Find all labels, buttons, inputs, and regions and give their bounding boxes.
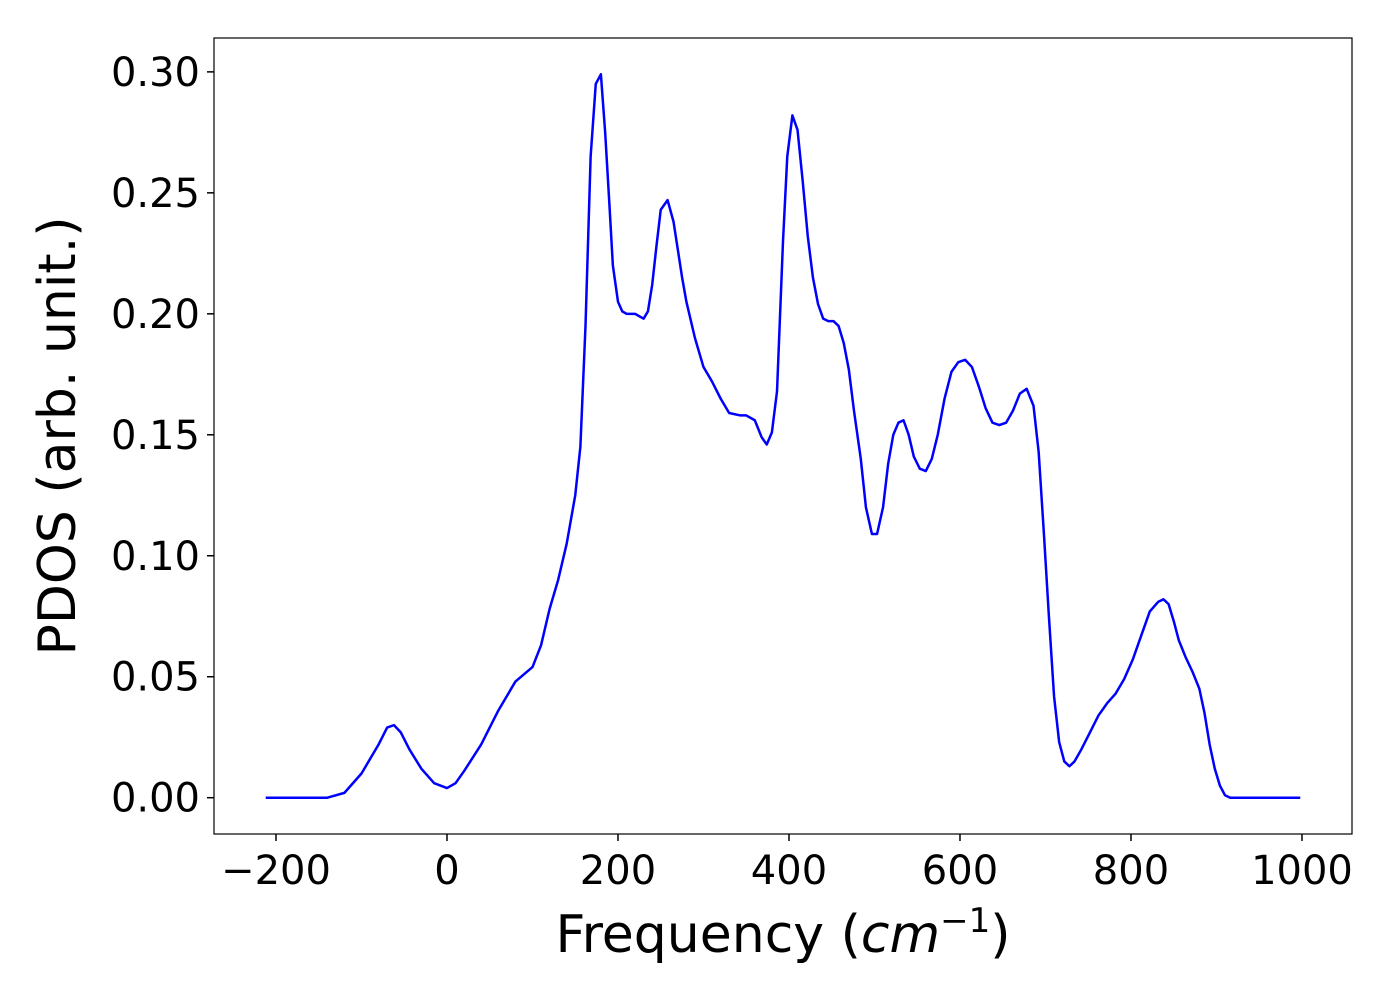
- y-axis-label: PDOS (arb. unit.): [28, 216, 88, 655]
- x-label-unit: cm: [861, 905, 940, 965]
- x-tick-label: 800: [1093, 848, 1169, 894]
- y-tick-label: 0.25: [111, 171, 200, 217]
- x-tick-label: 0: [434, 848, 459, 894]
- x-label-text: ): [990, 905, 1010, 965]
- y-tick-label: 0.10: [111, 534, 200, 580]
- x-tick-label: −200: [221, 848, 331, 894]
- x-label-text: Frequency (: [555, 905, 860, 965]
- x-tick-label: 600: [922, 848, 998, 894]
- plot-frame: [213, 37, 1353, 835]
- y-tick-label: 0.05: [111, 655, 200, 701]
- y-tick-label: 0.30: [111, 50, 200, 96]
- y-tick-label: 0.00: [111, 776, 200, 822]
- x-tick-label: 1000: [1251, 848, 1353, 894]
- x-axis-label: Frequency (cm−1): [555, 901, 1010, 965]
- x-tick-label: 400: [751, 848, 827, 894]
- x-tick-label: 200: [580, 848, 656, 894]
- y-tick-label: 0.15: [111, 413, 200, 459]
- x-label-exponent: −1: [940, 901, 990, 941]
- line: [265, 73, 1301, 799]
- y-tick-label: 0.20: [111, 292, 200, 338]
